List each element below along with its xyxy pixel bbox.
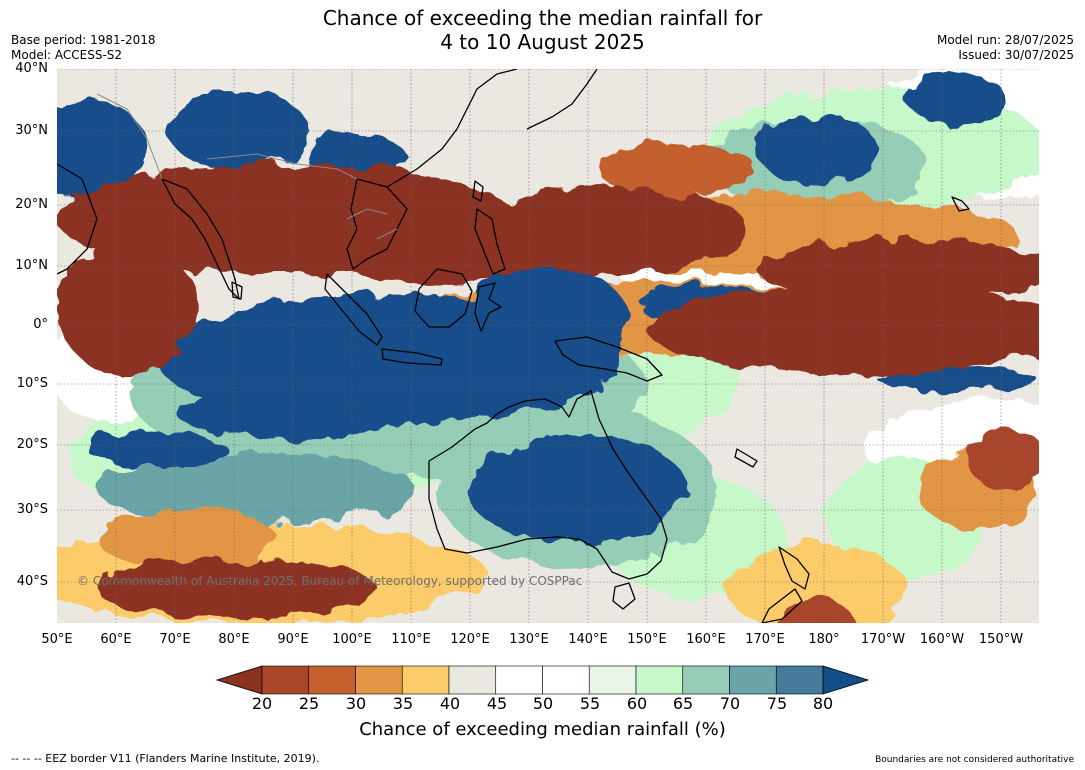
colorbar-tick: 55 — [579, 694, 601, 713]
colorbar-tick: 35 — [392, 694, 414, 713]
map-title-line-1: Chance of exceeding the median rainfall … — [322, 6, 763, 30]
lon-label: 100°E — [332, 632, 372, 647]
lon-label: 170°E — [745, 632, 785, 647]
colorbar-segment — [308, 665, 356, 695]
colorbar-tick: 45 — [486, 694, 508, 713]
lat-label: 40°S — [16, 574, 48, 589]
lat-label: 30°N — [15, 123, 48, 138]
lon-label: 120°E — [450, 632, 490, 647]
lon-label: 160°W — [919, 632, 965, 647]
model-run: Model run: 28/07/2025 — [936, 33, 1074, 47]
hawaii-coastline — [951, 196, 970, 212]
australia-coastline — [428, 390, 668, 580]
tasmania-coastline — [612, 582, 636, 610]
south-island-nz-coastline — [761, 588, 803, 623]
issued-date: Issued: 30/07/2025 — [958, 48, 1074, 62]
java-coastline — [381, 348, 443, 366]
colorbar-segment — [261, 665, 310, 695]
colorbar-segment — [355, 665, 403, 695]
coastlines — [57, 69, 970, 623]
lon-label: 90°E — [277, 632, 309, 647]
new-guinea-coastline — [554, 336, 663, 382]
colorbar-tick: 75 — [766, 694, 788, 713]
colorbar-tick: 60 — [626, 694, 648, 713]
lat-label: 10°N — [15, 258, 48, 273]
colorbar-segment — [588, 665, 637, 695]
colorbar-label: Chance of exceeding median rainfall (%) — [359, 719, 726, 740]
colorbar-tick: 30 — [345, 694, 367, 713]
colorbar-segment — [682, 665, 730, 695]
colorbar-segment — [401, 665, 450, 695]
rainfall-map[interactable] — [57, 69, 1039, 623]
colorbar — [216, 665, 870, 695]
lon-label: 150°E — [627, 632, 667, 647]
colorbar-tick: 65 — [672, 694, 694, 713]
lon-label: 140°E — [568, 632, 608, 647]
china-coastline — [386, 69, 518, 188]
colorbar-tick: 80 — [812, 694, 834, 713]
copyright-notice: © Commonwealth of Australia 2025, Bureau… — [77, 574, 583, 588]
colorbar-arrow-low — [216, 665, 263, 695]
lon-label: 50°E — [41, 632, 73, 647]
colorbar-tick: 20 — [251, 694, 273, 713]
north-island-nz-coastline — [778, 546, 810, 590]
boundaries-disclaimer: Boundaries are not considered authoritat… — [875, 755, 1074, 765]
lon-label: 150°W — [978, 632, 1024, 647]
sri-lanka-coastline — [231, 281, 243, 300]
lon-label: 180° — [808, 632, 840, 647]
lon-label: 130°E — [509, 632, 549, 647]
colorbar-tick: 25 — [298, 694, 320, 713]
rainfall-map-svg — [57, 69, 1039, 623]
lon-label: 70°E — [159, 632, 191, 647]
lat-label: 20°N — [15, 197, 48, 212]
colorbar-arrow-high — [822, 665, 870, 695]
lat-label: 40°N — [15, 61, 48, 76]
eez-border-note: -- -- -- EEZ border V11 (Flanders Marine… — [11, 752, 320, 765]
lon-label: 160°E — [686, 632, 726, 647]
model-name: Model: ACCESS-S2 — [11, 48, 123, 62]
lon-label: 170°W — [860, 632, 906, 647]
arabia-coastline — [57, 163, 98, 275]
colorbar-segment — [729, 665, 777, 695]
japan-coastline — [526, 69, 598, 130]
taiwan-coastline — [472, 180, 484, 202]
borneo-coastline — [414, 268, 473, 328]
lat-label: 0° — [33, 317, 48, 332]
lon-label: 60°E — [100, 632, 132, 647]
colorbar-segment — [635, 665, 684, 695]
lat-label: 30°S — [16, 502, 48, 517]
sulawesi-coastline — [474, 282, 502, 332]
lon-label: 110°E — [391, 632, 431, 647]
colorbar-tick: 50 — [532, 694, 554, 713]
colorbar-segment — [448, 665, 497, 695]
lat-label: 20°S — [16, 437, 48, 452]
colorbar-segment — [542, 665, 590, 695]
lon-label: 80°E — [218, 632, 250, 647]
philippines-coastline — [474, 208, 506, 275]
base-period: Base period: 1981-2018 — [11, 33, 156, 47]
map-title-line-2: 4 to 10 August 2025 — [440, 30, 645, 54]
sumatra-coastline — [324, 273, 383, 346]
colorbar-tick: 70 — [719, 694, 741, 713]
india-coastline — [161, 178, 240, 300]
new-caledonia-coastline — [734, 448, 758, 468]
colorbar-segment — [495, 665, 543, 695]
colorbar-tick: 40 — [439, 694, 461, 713]
graticule — [57, 69, 1039, 623]
country-borders — [96, 93, 398, 240]
colorbar-segments — [216, 665, 870, 695]
colorbar-segment — [775, 665, 824, 695]
lat-label: 10°S — [16, 376, 48, 391]
indochina-coastline — [346, 178, 408, 270]
